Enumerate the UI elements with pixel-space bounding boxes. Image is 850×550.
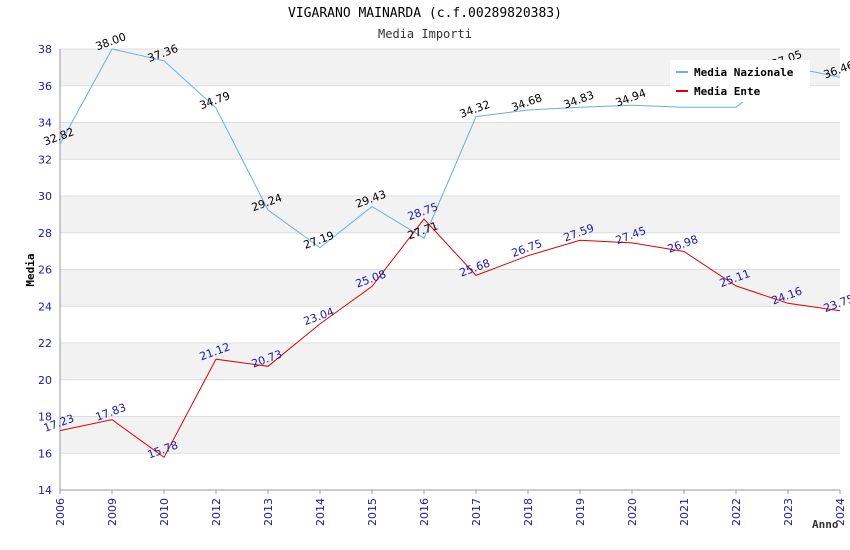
y-tick-label: 30 bbox=[38, 190, 52, 203]
background-bands bbox=[60, 48, 840, 491]
x-tick-label: 2006 bbox=[54, 498, 67, 526]
series-lines bbox=[59, 48, 841, 459]
grid-band bbox=[60, 122, 840, 160]
grid-band bbox=[60, 196, 840, 233]
x-tick-label: 2024 bbox=[834, 498, 847, 526]
grid-band bbox=[60, 379, 840, 417]
grid-band bbox=[60, 269, 840, 307]
x-tick-label: 2017 bbox=[470, 498, 483, 526]
grid-band bbox=[60, 416, 840, 454]
chart-title: VIGARANO MAINARDA (c.f.00289820383) bbox=[288, 6, 562, 21]
y-tick-label: 20 bbox=[38, 374, 52, 387]
x-tick-label: 2018 bbox=[522, 498, 535, 526]
y-tick-label: 34 bbox=[38, 117, 52, 130]
x-tick-label: 2013 bbox=[262, 498, 275, 526]
x-axis-title: Anno bbox=[812, 518, 839, 531]
legend-box bbox=[670, 60, 810, 102]
series-line-media-ente bbox=[59, 218, 841, 459]
legend: Media Nazionale Media Ente bbox=[670, 60, 810, 102]
y-tick-label: 18 bbox=[38, 411, 52, 424]
grid-band bbox=[60, 343, 840, 380]
x-tick-label: 2019 bbox=[574, 498, 587, 526]
y-axis-title: Media bbox=[24, 253, 37, 286]
x-tick-label: 2020 bbox=[626, 498, 639, 526]
y-tick-label: 24 bbox=[38, 300, 52, 313]
x-tick-label: 2010 bbox=[158, 498, 171, 526]
x-tick-label: 2016 bbox=[418, 498, 431, 526]
grid-band bbox=[60, 232, 840, 270]
grid-band bbox=[60, 306, 840, 343]
grid-band bbox=[60, 453, 840, 490]
legend-entry: Media Ente bbox=[694, 85, 761, 98]
x-tick-label: 2012 bbox=[210, 498, 223, 526]
y-tick-label: 32 bbox=[38, 153, 52, 166]
y-tick-label: 16 bbox=[38, 447, 52, 460]
x-tick-label: 2022 bbox=[730, 498, 743, 526]
x-tick-label: 2009 bbox=[106, 498, 119, 526]
y-tick-label: 22 bbox=[38, 337, 52, 350]
chart-subtitle: Media Importi bbox=[378, 27, 472, 41]
x-tick-label: 2015 bbox=[366, 498, 379, 526]
legend-entry: Media Nazionale bbox=[694, 66, 794, 79]
x-tick-label: 2021 bbox=[678, 498, 691, 526]
y-tick-label: 14 bbox=[38, 484, 52, 497]
x-tick-label: 2023 bbox=[782, 498, 795, 526]
y-tick-label: 38 bbox=[38, 43, 52, 56]
y-tick-label: 36 bbox=[38, 80, 52, 93]
series-line-media-nazionale bbox=[59, 48, 841, 249]
y-tick-label: 28 bbox=[38, 227, 52, 240]
y-tick-label: 26 bbox=[38, 264, 52, 277]
x-tick-label: 2014 bbox=[314, 498, 327, 526]
